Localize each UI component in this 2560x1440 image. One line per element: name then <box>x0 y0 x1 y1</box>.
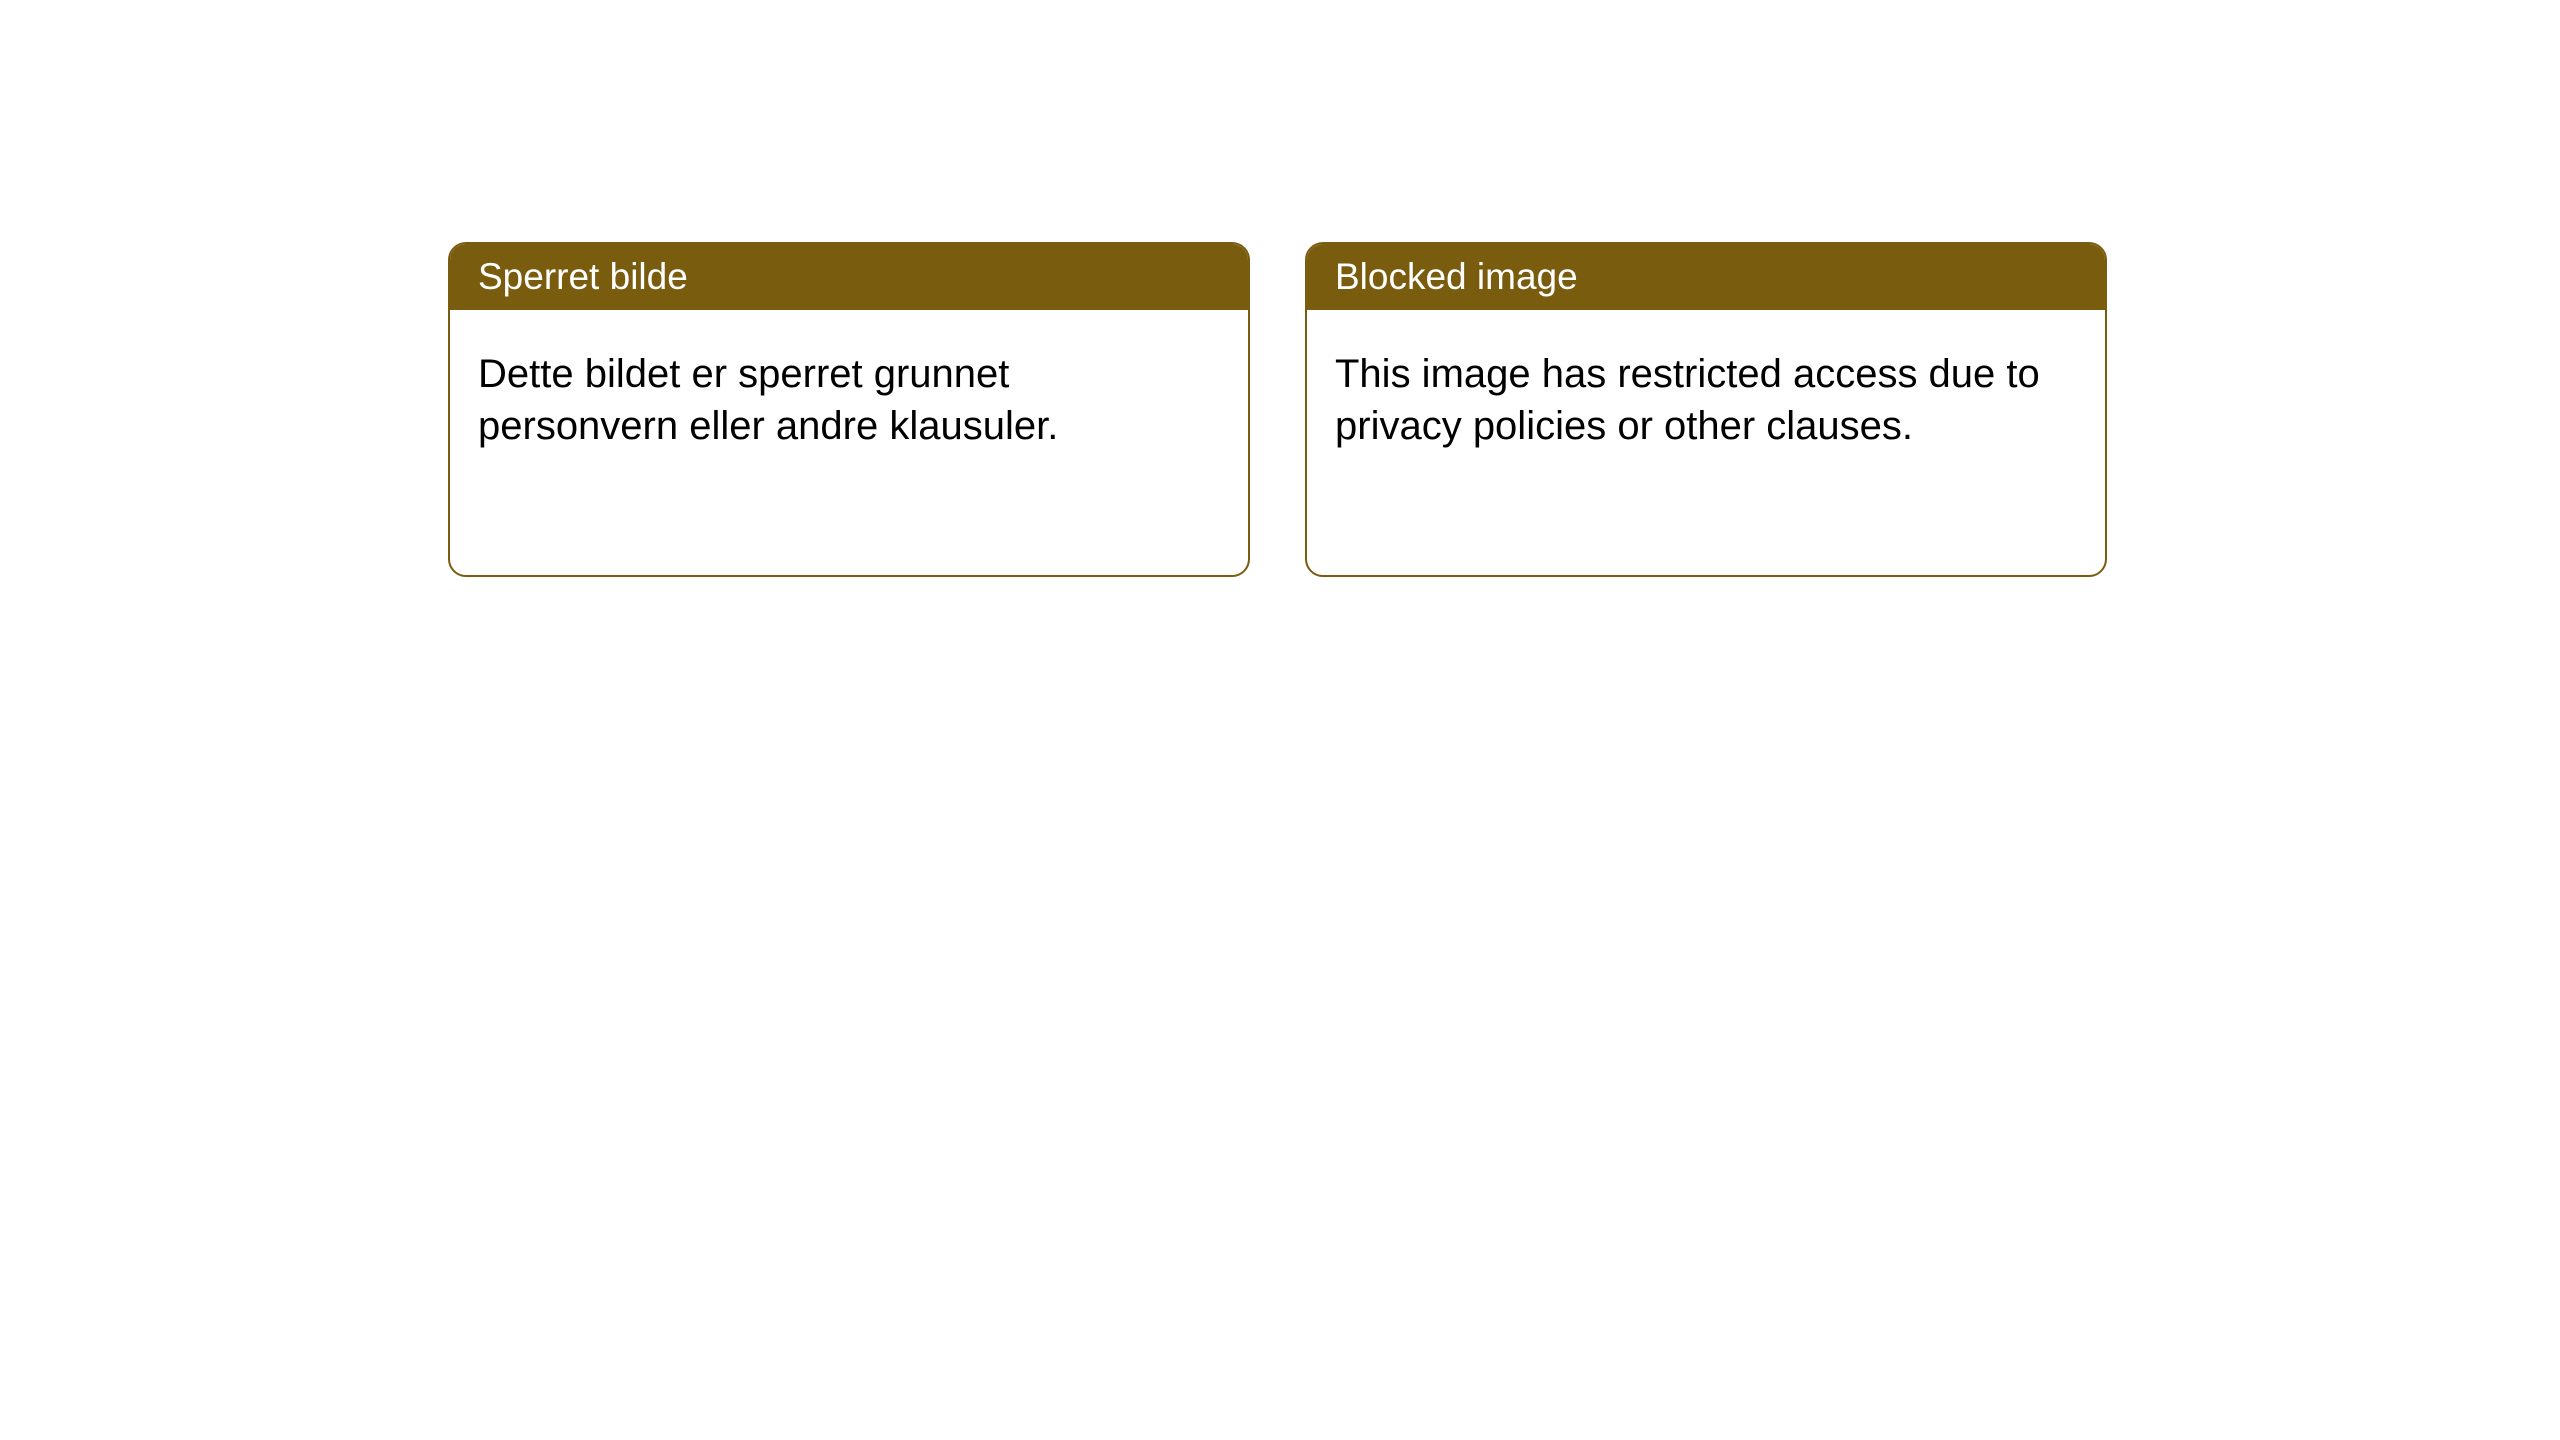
notice-title-no: Sperret bilde <box>478 256 688 297</box>
notice-header-en: Blocked image <box>1307 244 2105 310</box>
notice-container: Sperret bilde Dette bildet er sperret gr… <box>0 0 2560 577</box>
notice-box-en: Blocked image This image has restricted … <box>1305 242 2107 577</box>
notice-text-en: This image has restricted access due to … <box>1335 352 2040 448</box>
notice-header-no: Sperret bilde <box>450 244 1248 310</box>
notice-body-no: Dette bildet er sperret grunnet personve… <box>450 310 1248 490</box>
notice-title-en: Blocked image <box>1335 256 1578 297</box>
notice-text-no: Dette bildet er sperret grunnet personve… <box>478 352 1058 448</box>
notice-body-en: This image has restricted access due to … <box>1307 310 2105 490</box>
notice-box-no: Sperret bilde Dette bildet er sperret gr… <box>448 242 1250 577</box>
